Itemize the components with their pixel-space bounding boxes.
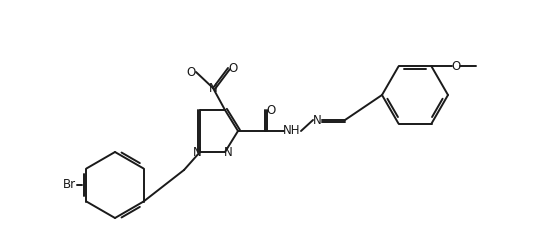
Text: O: O bbox=[186, 67, 196, 79]
Text: O: O bbox=[266, 104, 276, 116]
Text: N: N bbox=[209, 82, 217, 96]
Text: N: N bbox=[192, 146, 202, 160]
Text: N: N bbox=[224, 146, 233, 160]
Text: N: N bbox=[313, 114, 321, 126]
Text: NH: NH bbox=[283, 124, 301, 138]
Text: Br: Br bbox=[62, 178, 75, 192]
Text: O: O bbox=[451, 60, 460, 73]
Text: O: O bbox=[228, 62, 237, 76]
